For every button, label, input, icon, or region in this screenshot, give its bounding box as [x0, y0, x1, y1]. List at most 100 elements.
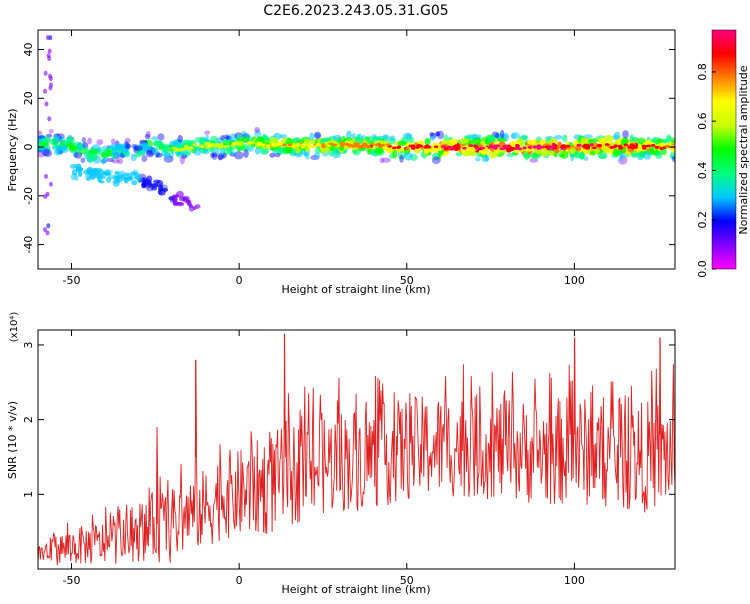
- spectrogram-core-cell: [347, 144, 353, 148]
- spectrogram-secondary-cell: [151, 183, 159, 188]
- spectrogram-cell: [243, 143, 253, 149]
- spectrogram-cell: [38, 130, 43, 136]
- spectrogram-secondary-cell: [158, 188, 166, 196]
- spectrogram-core-cell: [359, 144, 364, 148]
- spectrogram-core-cell: [642, 146, 647, 150]
- spectrogram-core-cell: [576, 143, 581, 147]
- spectrogram-cell: [649, 145, 654, 154]
- spectrogram-cell: [220, 134, 225, 141]
- colorbar-tick-label: 0.0: [696, 260, 709, 278]
- spectrogram-core-cell: [356, 142, 361, 146]
- figure-title: C2E6.2023.243.05.31.G05: [263, 3, 448, 19]
- spectrogram-core-cell: [664, 145, 669, 148]
- spectrogram-cell: [487, 135, 496, 143]
- spectrogram-core-cell: [175, 148, 180, 152]
- spectrogram-edge-cell: [42, 227, 47, 233]
- spectrogram-core-cell: [618, 146, 624, 150]
- spectrogram-core-cell: [522, 146, 527, 150]
- spectrogram-cell: [209, 136, 219, 144]
- spectrogram-cell: [511, 133, 517, 139]
- spectrogram-cell: [111, 148, 117, 157]
- spectrogram-core-cell: [427, 145, 432, 149]
- spectrogram-core-cell: [488, 144, 494, 148]
- spectrogram-core-cell: [589, 143, 595, 147]
- spectrogram-core-cell: [235, 142, 240, 146]
- spectrogram-cell: [370, 149, 375, 156]
- spectrogram-cell: [575, 145, 582, 152]
- spectrogram-core-cell: [316, 143, 322, 147]
- spectrogram-cell: [51, 145, 62, 151]
- spectrogram-core-cell: [275, 143, 280, 146]
- colorbar-frame: [711, 29, 737, 270]
- spectrogram-cell: [356, 135, 361, 140]
- spectrogram-secondary-cell: [136, 174, 141, 181]
- spectrogram-cell: [431, 156, 441, 165]
- spectrogram-core-cell: [340, 142, 345, 146]
- spectrogram-secondary-cell: [69, 163, 77, 169]
- spectrogram-core-cell: [281, 143, 287, 147]
- spectrogram-cell: [175, 151, 184, 156]
- spectrogram-core-cell: [296, 143, 301, 147]
- spectrogram-cell: [133, 145, 143, 152]
- spectrogram-cell: [156, 152, 163, 158]
- spectrogram-cell: [93, 152, 99, 161]
- spectrogram-xlabel: Height of straight line (km): [281, 283, 430, 296]
- spectrogram-core-cell: [443, 147, 449, 151]
- spectrogram-cell: [130, 153, 137, 162]
- spectrogram-cell: [480, 140, 485, 145]
- spectrogram-cell: [630, 150, 639, 158]
- spectrogram-edge-cell: [48, 85, 53, 91]
- spectrogram-cell: [481, 154, 490, 163]
- spectrogram-cell: [100, 158, 106, 165]
- spectrogram-cell: [204, 130, 211, 135]
- spectrogram-cell: [532, 153, 539, 158]
- spectrogram-core-cell: [258, 141, 263, 145]
- spectrogram-cell: [379, 157, 385, 164]
- spectrogram-secondary-cell: [134, 176, 143, 181]
- spectrogram-core-cell: [462, 146, 467, 150]
- spectrogram-cell: [254, 129, 262, 139]
- spectrogram-cell: [374, 147, 384, 155]
- spectrogram-cell: [110, 138, 116, 145]
- spectrogram-core-cell: [385, 143, 391, 147]
- spectrogram-cell: [473, 134, 482, 140]
- spectrogram-cell: [174, 143, 185, 149]
- spectrogram-cell: [476, 138, 481, 146]
- spectrogram-core-cell: [271, 144, 276, 147]
- spectrogram-cell: [429, 134, 435, 141]
- spectrogram-core-cell: [528, 146, 533, 149]
- spectrogram-cell: [314, 133, 321, 139]
- spectrogram-cell: [68, 146, 77, 152]
- spectrogram-secondary-cell: [102, 172, 109, 177]
- spectrogram-cell: [429, 132, 435, 137]
- spectrogram-cell: [202, 148, 208, 154]
- colorbar-gradient: [712, 30, 736, 269]
- spectrogram-core-cell: [433, 145, 439, 149]
- spectrogram-cell: [553, 134, 563, 140]
- spectrogram-core-cell: [544, 145, 549, 149]
- spectrogram-secondary-cell: [182, 195, 191, 202]
- spectrogram-cell: [211, 153, 218, 158]
- spectrogram-core-cell: [596, 144, 602, 148]
- spectrogram-cell: [346, 130, 352, 140]
- spectrogram-core-cell: [221, 145, 227, 148]
- y-tick-label: 3: [22, 341, 35, 348]
- spectrogram-core-cell: [198, 144, 203, 148]
- spectrogram-core-cell: [646, 144, 652, 148]
- spectrogram-core-cell: [416, 144, 421, 148]
- spectrogram-core-cell: [391, 146, 397, 150]
- spectrogram-core-cell: [230, 144, 236, 147]
- spectrogram-core-cell: [213, 144, 218, 148]
- spectrogram-cell: [435, 131, 441, 137]
- spectrogram-edge-cell: [48, 181, 53, 187]
- spectrogram-core-cell: [479, 147, 484, 150]
- spectrogram-secondary-cell: [118, 170, 126, 176]
- x-tick-label: 0: [236, 574, 243, 587]
- spectrogram-core-cell: [171, 146, 176, 150]
- colorbar-tick-label: 0.4: [696, 162, 709, 180]
- spectrogram-cell: [48, 128, 54, 134]
- spectrogram-cell: [397, 140, 407, 147]
- spectrogram-cell: [408, 136, 415, 144]
